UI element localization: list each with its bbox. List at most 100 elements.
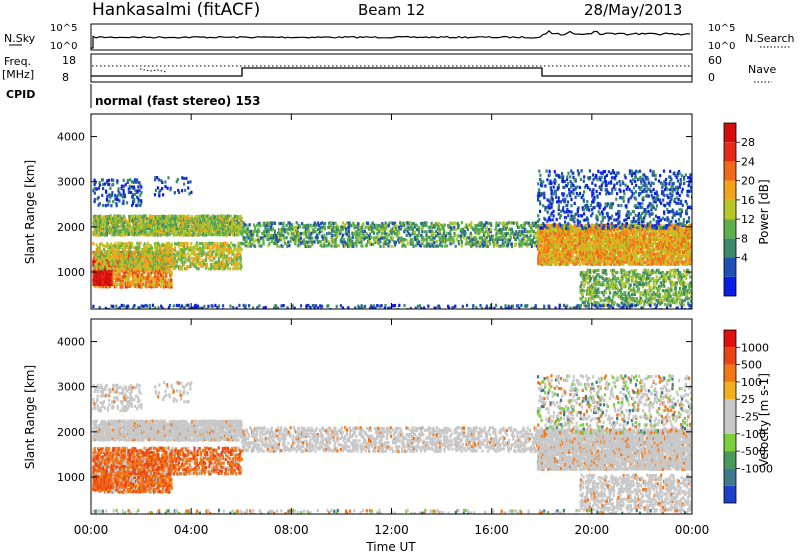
range-cell xyxy=(232,222,235,226)
range-cell xyxy=(554,239,557,243)
range-cell xyxy=(143,227,146,231)
range-cell xyxy=(189,180,192,184)
range-cell xyxy=(141,284,144,288)
range-cell xyxy=(348,221,352,225)
range-cell xyxy=(119,262,122,266)
range-cell xyxy=(370,242,373,246)
range-cell xyxy=(214,260,217,264)
range-cell xyxy=(429,244,432,248)
range-cell xyxy=(128,184,131,188)
range-cell xyxy=(574,233,577,237)
range-cell xyxy=(121,257,124,261)
range-cell xyxy=(127,232,130,237)
range-cell xyxy=(364,225,367,229)
range-cell xyxy=(360,236,363,240)
range-cell xyxy=(124,226,127,230)
range-cell xyxy=(144,264,147,268)
range-cell xyxy=(385,225,388,229)
range-cell xyxy=(198,223,202,227)
range-cell xyxy=(422,222,425,226)
range-cell xyxy=(122,260,125,264)
range-cell xyxy=(98,244,101,248)
range-cell xyxy=(98,278,101,282)
range-cell xyxy=(411,232,414,236)
range-cell xyxy=(100,242,103,246)
range-cell xyxy=(95,267,98,271)
range-cell xyxy=(107,252,110,256)
range-cell xyxy=(355,244,358,248)
range-cell xyxy=(170,260,173,264)
range-cell xyxy=(367,234,371,238)
range-cell xyxy=(469,239,472,244)
range-cell xyxy=(110,215,113,219)
range-cell xyxy=(339,238,342,242)
range-cell xyxy=(561,246,564,250)
range-cell xyxy=(495,221,498,225)
range-cell xyxy=(500,230,503,234)
range-cell xyxy=(545,231,548,235)
range-cell xyxy=(551,242,554,246)
range-cell xyxy=(562,262,565,266)
range-cell xyxy=(315,237,319,241)
range-cell xyxy=(234,244,237,248)
range-cell xyxy=(112,276,115,281)
range-cell xyxy=(103,279,107,283)
range-cell xyxy=(137,259,140,263)
range-cell xyxy=(489,222,492,226)
range-cell xyxy=(190,242,193,246)
range-cell xyxy=(98,202,101,206)
range-cell xyxy=(429,225,432,229)
range-cell xyxy=(421,235,424,240)
range-cell xyxy=(569,226,572,230)
range-cell xyxy=(438,238,441,242)
range-cell xyxy=(545,252,548,256)
range-cell xyxy=(100,221,103,225)
range-cell xyxy=(114,193,117,197)
range-cell xyxy=(151,277,154,281)
range-cell xyxy=(119,283,122,287)
cpid-label: CPID xyxy=(6,88,35,101)
range-cell xyxy=(451,236,454,240)
range-cell xyxy=(390,244,393,249)
range-cell xyxy=(403,238,406,242)
range-cell xyxy=(162,243,165,247)
range-cell xyxy=(134,283,137,287)
range-cell xyxy=(478,221,481,225)
range-cell xyxy=(211,226,214,230)
range-cell xyxy=(105,231,108,235)
range-cell xyxy=(252,230,255,234)
range-cell xyxy=(452,238,455,242)
range-cell xyxy=(311,240,314,244)
freq-label: Freq. xyxy=(4,55,31,68)
range-cell xyxy=(180,248,184,252)
range-cell xyxy=(129,256,132,260)
range-cell xyxy=(299,236,303,240)
range-cell xyxy=(523,234,526,238)
range-cell xyxy=(553,262,556,266)
range-cell xyxy=(454,233,457,238)
range-cell xyxy=(566,258,569,262)
range-cell xyxy=(430,221,433,226)
range-cell xyxy=(220,225,223,229)
range-cell xyxy=(446,244,449,248)
range-cell xyxy=(532,234,535,238)
range-cell xyxy=(532,224,535,228)
range-cell xyxy=(130,241,134,245)
range-cell xyxy=(219,260,222,265)
range-cell xyxy=(156,228,160,232)
range-cell xyxy=(156,260,159,264)
range-cell xyxy=(425,233,428,237)
range-cell xyxy=(534,221,538,225)
range-cell xyxy=(158,267,161,271)
range-cell xyxy=(154,267,157,271)
range-cell xyxy=(147,284,150,288)
nsky-tick-top: 10^5 xyxy=(50,23,77,34)
range-cell xyxy=(224,229,228,233)
range-cell xyxy=(166,186,169,190)
range-cell xyxy=(441,234,444,238)
range-cell xyxy=(502,242,505,246)
range-cell xyxy=(467,236,470,240)
range-cell xyxy=(133,264,136,268)
range-cell xyxy=(537,256,541,260)
range-cell xyxy=(96,219,99,223)
